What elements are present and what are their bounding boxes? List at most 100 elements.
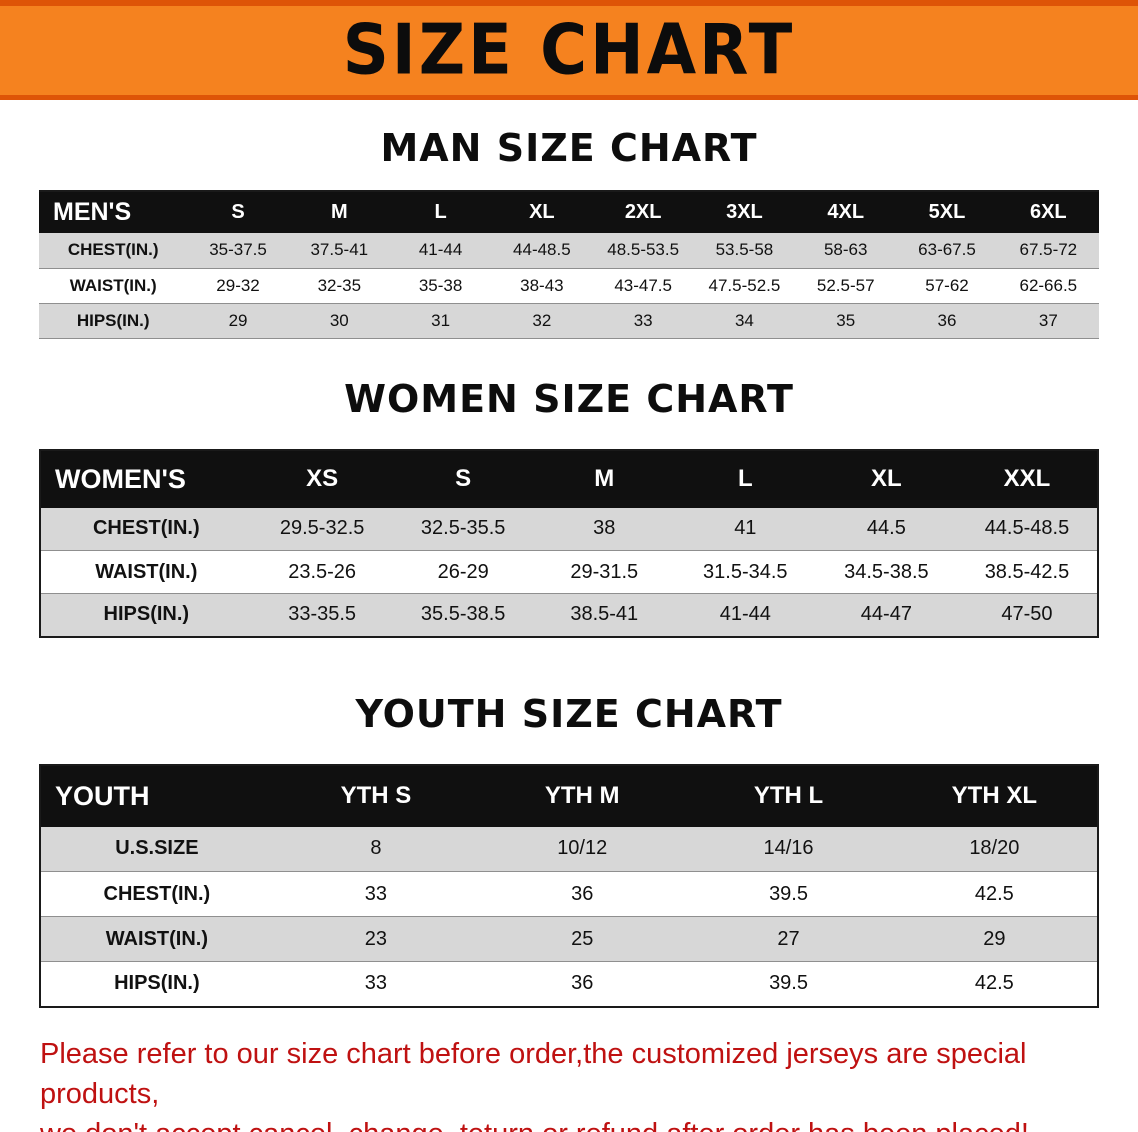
size-value-cell: 35-37.5 bbox=[187, 233, 289, 269]
table-row: CHEST(IN.) 29.5-32.5 32.5-35.5 38 41 44.5 44.5… bbox=[40, 507, 1098, 551]
table-row: WAIST(IN.) 29-32 32-35 35-38 38-43 43-47.5 47.… bbox=[39, 268, 1099, 304]
size-value-cell: 44.5 bbox=[815, 507, 957, 551]
size-value-cell: 30 bbox=[288, 303, 390, 339]
size-column-header: L bbox=[434, 201, 447, 223]
size-value-cell: 38-43 bbox=[491, 268, 593, 304]
size-value-cell: 29 bbox=[891, 916, 1098, 962]
disclaimer-line-1: Please refer to our size chart before or… bbox=[40, 1037, 1027, 1110]
size-value-cell: 38.5-41 bbox=[533, 593, 675, 637]
women-chart-heading: WOMEN SIZE CHART bbox=[344, 376, 794, 421]
size-value-cell: 44.5-48.5 bbox=[956, 507, 1098, 551]
size-value-cell: 63-67.5 bbox=[896, 233, 998, 269]
table-row: WAIST(IN.) 23.5-26 26-29 29-31.5 31.5-34.5 34… bbox=[40, 550, 1098, 594]
size-value-cell: 57-62 bbox=[896, 268, 998, 304]
table-row: CHEST(IN.) 33 36 39.5 42.5 bbox=[40, 871, 1098, 917]
size-column-header: YTH L bbox=[753, 782, 824, 809]
youth-chart-heading: YOUTH SIZE CHART bbox=[355, 691, 783, 736]
row-label-cell: HIPS(IN.) bbox=[40, 593, 252, 637]
youth-size-table: YOUTH YTH S YTH M YTH L YTH XL U.S.SIZE 8 10/12… bbox=[39, 763, 1099, 1008]
size-column-header: YTH S bbox=[340, 782, 412, 809]
table-header-row: WOMEN'S XS S M L XL XXL bbox=[40, 449, 1098, 508]
size-value-cell: 53.5-58 bbox=[693, 233, 796, 269]
size-column-header: 5XL bbox=[928, 201, 966, 223]
size-value-cell: 44-48.5 bbox=[491, 233, 593, 269]
women-size-table: WOMEN'S XS S M L XL XXL CHEST(IN.) 29.5-32.5 32.5… bbox=[39, 448, 1099, 638]
size-column-header: 2XL bbox=[624, 201, 662, 223]
size-value-cell: 29 bbox=[187, 303, 289, 339]
table-title-cell: MEN'S bbox=[53, 198, 132, 226]
men-size-table: MEN'S S M L XL 2XL 3XL 4XL 5XL 6XL CHEST(IN.) 35-37… bbox=[39, 190, 1099, 339]
row-label-cell: WAIST(IN.) bbox=[40, 916, 273, 962]
size-value-cell: 32 bbox=[491, 303, 593, 339]
table-title-cell: YOUTH bbox=[55, 780, 150, 811]
size-value-cell: 44-47 bbox=[815, 593, 957, 637]
size-value-cell: 29-32 bbox=[187, 268, 289, 304]
size-value-cell: 48.5-53.5 bbox=[592, 233, 694, 269]
row-label-cell: HIPS(IN.) bbox=[40, 961, 273, 1007]
size-value-cell: 23.5-26 bbox=[251, 550, 393, 594]
size-value-cell: 33 bbox=[272, 961, 480, 1007]
size-value-cell: 14/16 bbox=[685, 826, 892, 872]
size-column-header: 3XL bbox=[726, 201, 763, 223]
row-label-cell: WAIST(IN.) bbox=[39, 268, 188, 304]
men-chart-heading: MAN SIZE CHART bbox=[380, 126, 758, 170]
youth-section: YOUTH SIZE CHART YOUTH YTH S YTH M YTH L YTH… bbox=[0, 692, 1138, 1008]
size-value-cell: 35 bbox=[795, 303, 897, 339]
size-value-cell: 47.5-52.5 bbox=[693, 268, 796, 304]
size-column-header: 6XL bbox=[1029, 201, 1067, 223]
size-value-cell: 36 bbox=[896, 303, 998, 339]
row-label-cell: HIPS(IN.) bbox=[39, 303, 188, 339]
size-value-cell: 8 bbox=[272, 826, 480, 872]
banner: SIZE CHART bbox=[0, 0, 1138, 100]
size-value-cell: 41-44 bbox=[389, 233, 492, 269]
table-header-row: YOUTH YTH S YTH M YTH L YTH XL bbox=[40, 764, 1098, 827]
table-row: WAIST(IN.) 23 25 27 29 bbox=[40, 916, 1098, 962]
table-row: HIPS(IN.) 33-35.5 35.5-38.5 38.5-41 41-44 44-… bbox=[40, 593, 1098, 637]
size-value-cell: 36 bbox=[479, 961, 686, 1007]
size-value-cell: 42.5 bbox=[891, 961, 1098, 1007]
size-value-cell: 23 bbox=[272, 916, 480, 962]
size-value-cell: 41-44 bbox=[674, 593, 816, 637]
size-value-cell: 32-35 bbox=[288, 268, 390, 304]
size-value-cell: 26-29 bbox=[392, 550, 534, 594]
size-column-header: YTH M bbox=[544, 782, 620, 809]
row-label-cell: CHEST(IN.) bbox=[40, 871, 273, 917]
size-value-cell: 38 bbox=[533, 507, 675, 551]
size-value-cell: 34 bbox=[693, 303, 796, 339]
size-value-cell: 43-47.5 bbox=[592, 268, 694, 304]
size-value-cell: 47-50 bbox=[956, 593, 1098, 637]
row-label-cell: U.S.SIZE bbox=[40, 826, 273, 872]
row-label-cell: CHEST(IN.) bbox=[40, 507, 252, 551]
size-value-cell: 38.5-42.5 bbox=[956, 550, 1098, 594]
size-value-cell: 35.5-38.5 bbox=[392, 593, 534, 637]
disclaimer-line-2: we don't accept cancel, change, teturn o… bbox=[40, 1114, 1098, 1132]
disclaimer-note: Please refer to our size chart before or… bbox=[40, 1034, 1098, 1132]
size-value-cell: 29.5-32.5 bbox=[251, 507, 393, 551]
row-label-cell: WAIST(IN.) bbox=[40, 550, 252, 594]
table-row: HIPS(IN.) 33 36 39.5 42.5 bbox=[40, 961, 1098, 1007]
table-row: HIPS(IN.) 29 30 31 32 33 34 35 36 37 bbox=[39, 303, 1099, 339]
size-column-header: S bbox=[231, 201, 245, 223]
size-value-cell: 41 bbox=[674, 507, 816, 551]
size-column-header: XS bbox=[306, 465, 339, 492]
table-row: CHEST(IN.) 35-37.5 37.5-41 41-44 44-48.5 48.5… bbox=[39, 233, 1099, 269]
size-column-header: XL bbox=[529, 201, 555, 223]
page-title: SIZE CHART bbox=[342, 10, 796, 91]
size-value-cell: 33 bbox=[272, 871, 480, 917]
size-value-cell: 29-31.5 bbox=[533, 550, 675, 594]
size-value-cell: 32.5-35.5 bbox=[392, 507, 534, 551]
row-label-cell: CHEST(IN.) bbox=[39, 233, 188, 269]
size-value-cell: 39.5 bbox=[685, 961, 892, 1007]
size-value-cell: 42.5 bbox=[891, 871, 1098, 917]
size-column-header: XXL bbox=[1003, 465, 1051, 492]
size-value-cell: 52.5-57 bbox=[795, 268, 897, 304]
size-value-cell: 33-35.5 bbox=[251, 593, 393, 637]
women-section: WOMEN SIZE CHART WOMEN'S XS S M L XL XXL CHEST(… bbox=[0, 377, 1138, 638]
size-value-cell: 37.5-41 bbox=[288, 233, 390, 269]
table-title-cell: WOMEN'S bbox=[55, 463, 186, 494]
size-value-cell: 31 bbox=[389, 303, 492, 339]
size-value-cell: 34.5-38.5 bbox=[815, 550, 957, 594]
size-value-cell: 36 bbox=[479, 871, 686, 917]
size-column-header: XL bbox=[871, 465, 902, 492]
